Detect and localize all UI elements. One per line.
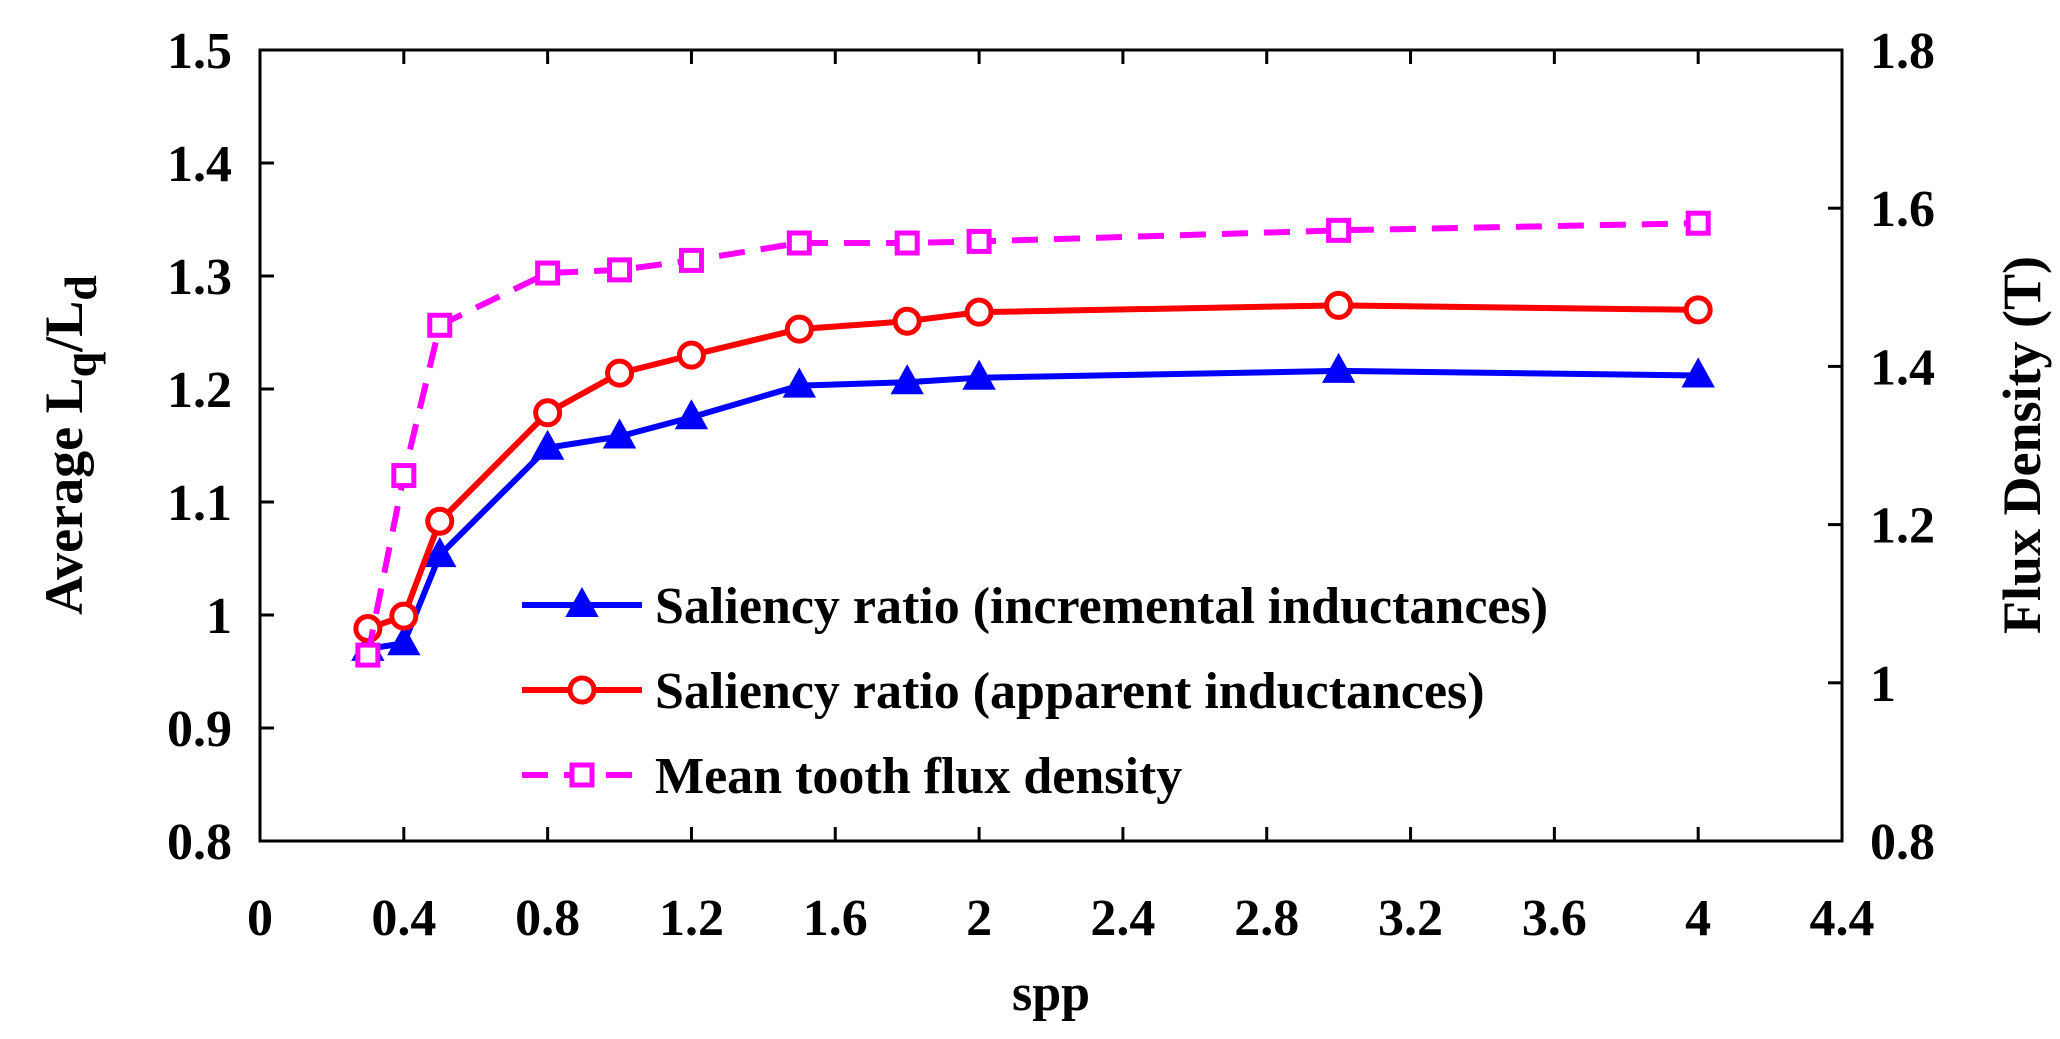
legend-marker — [567, 675, 597, 705]
data-point — [782, 367, 817, 398]
data-point — [678, 247, 704, 273]
y-axis-left: 0.8 0.9 1 1.1 1.2 1.3 1.4 1.5 — [167, 23, 274, 871]
legend-entry: Mean tooth flux density — [522, 748, 1182, 805]
y-tick-label: 1.2 — [167, 362, 232, 419]
data-point — [962, 359, 996, 390]
data-point — [533, 398, 563, 428]
data-point — [890, 364, 924, 395]
legend-entry: Saliency ratio (incremental inductances) — [522, 578, 1548, 635]
data-point — [391, 463, 417, 489]
data-point — [674, 399, 709, 430]
y-tick-label: 1.1 — [167, 475, 232, 532]
data-point — [964, 297, 994, 327]
x-tick-label: 2 — [966, 890, 992, 947]
data-point — [425, 506, 455, 536]
y2-tick-label: 1.4 — [1870, 339, 1935, 396]
y2-axis-label: Flux Density (T) — [1992, 256, 2052, 634]
x-tick-label: 0 — [247, 890, 273, 947]
data-point — [1685, 210, 1711, 236]
y-axis-label-sub-d: d — [55, 275, 106, 301]
data-point — [1683, 295, 1713, 325]
y-axis-label-main: Average L — [34, 377, 94, 614]
data-point — [894, 230, 920, 256]
data-point — [1324, 290, 1354, 320]
series-layer — [351, 210, 1715, 668]
x-tick-label: 4 — [1685, 890, 1711, 947]
y2-tick-label: 1.8 — [1870, 23, 1935, 80]
data-point — [602, 418, 637, 449]
data-point — [676, 340, 706, 370]
y-axis-label-sub-q: q — [55, 351, 106, 377]
x-axis: 0 0.4 0.8 1.2 1.6 2 2.4 2.8 3.2 3.6 4 4.4 — [247, 50, 1875, 947]
y-tick-label: 1 — [206, 588, 232, 645]
data-point — [355, 642, 381, 668]
y-axis-label: Average Lq/Ld — [34, 275, 106, 615]
y2-tick-label: 1.6 — [1870, 181, 1935, 238]
data-point — [387, 625, 421, 656]
legend-marker — [565, 586, 599, 617]
x-tick-label: 2.8 — [1234, 890, 1299, 947]
y-tick-label: 0.9 — [167, 701, 232, 758]
y-axis-label-sep: /L — [34, 301, 94, 353]
x-tick-label: 0.8 — [515, 890, 580, 947]
data-point — [427, 312, 453, 338]
y-tick-label: 1.3 — [167, 249, 232, 306]
x-axis-label: spp — [1012, 965, 1090, 1022]
data-point — [966, 228, 992, 254]
x-tick-label: 4.4 — [1810, 890, 1875, 947]
data-point — [423, 537, 457, 568]
x-tick-label: 0.4 — [371, 890, 436, 947]
data-point — [1681, 357, 1715, 388]
legend-entry: Saliency ratio (apparent inductances) — [522, 663, 1485, 720]
data-point — [605, 358, 635, 388]
legend-label: Saliency ratio (incremental inductances) — [655, 578, 1548, 635]
x-tick-label: 1.2 — [659, 890, 724, 947]
x-tick-label: 1.6 — [803, 890, 868, 947]
y2-tick-label: 1.2 — [1870, 498, 1935, 555]
data-point — [784, 314, 814, 344]
legend: Saliency ratio (incremental inductances)… — [522, 578, 1548, 805]
legend-label: Saliency ratio (apparent inductances) — [655, 663, 1485, 720]
data-point — [530, 429, 565, 460]
legend-marker — [569, 762, 595, 788]
x-tick-label: 3.2 — [1378, 890, 1443, 947]
data-point — [353, 614, 383, 644]
data-point — [1321, 352, 1356, 383]
data-point — [892, 306, 922, 336]
plot-frame — [258, 48, 1844, 843]
x-tick-label: 2.4 — [1090, 890, 1155, 947]
series-mean-tooth-flux-density — [355, 210, 1711, 668]
series-saliency-ratio-apparent-inductances — [353, 290, 1713, 644]
y-tick-label: 0.8 — [167, 814, 232, 871]
data-point — [389, 601, 419, 631]
data-point — [607, 257, 633, 283]
y-tick-label: 1.4 — [167, 136, 232, 193]
y-axis-right: 0.8 1 1.2 1.4 1.6 1.8 — [1828, 23, 1935, 871]
x-tick-label: 3.6 — [1522, 890, 1587, 947]
y-tick-label: 1.5 — [167, 23, 232, 80]
data-point — [1326, 217, 1352, 243]
y2-tick-label: 1 — [1870, 656, 1896, 713]
data-point — [786, 230, 812, 256]
y2-tick-label: 0.8 — [1870, 814, 1935, 871]
data-point — [535, 260, 561, 286]
legend-label: Mean tooth flux density — [655, 748, 1182, 805]
